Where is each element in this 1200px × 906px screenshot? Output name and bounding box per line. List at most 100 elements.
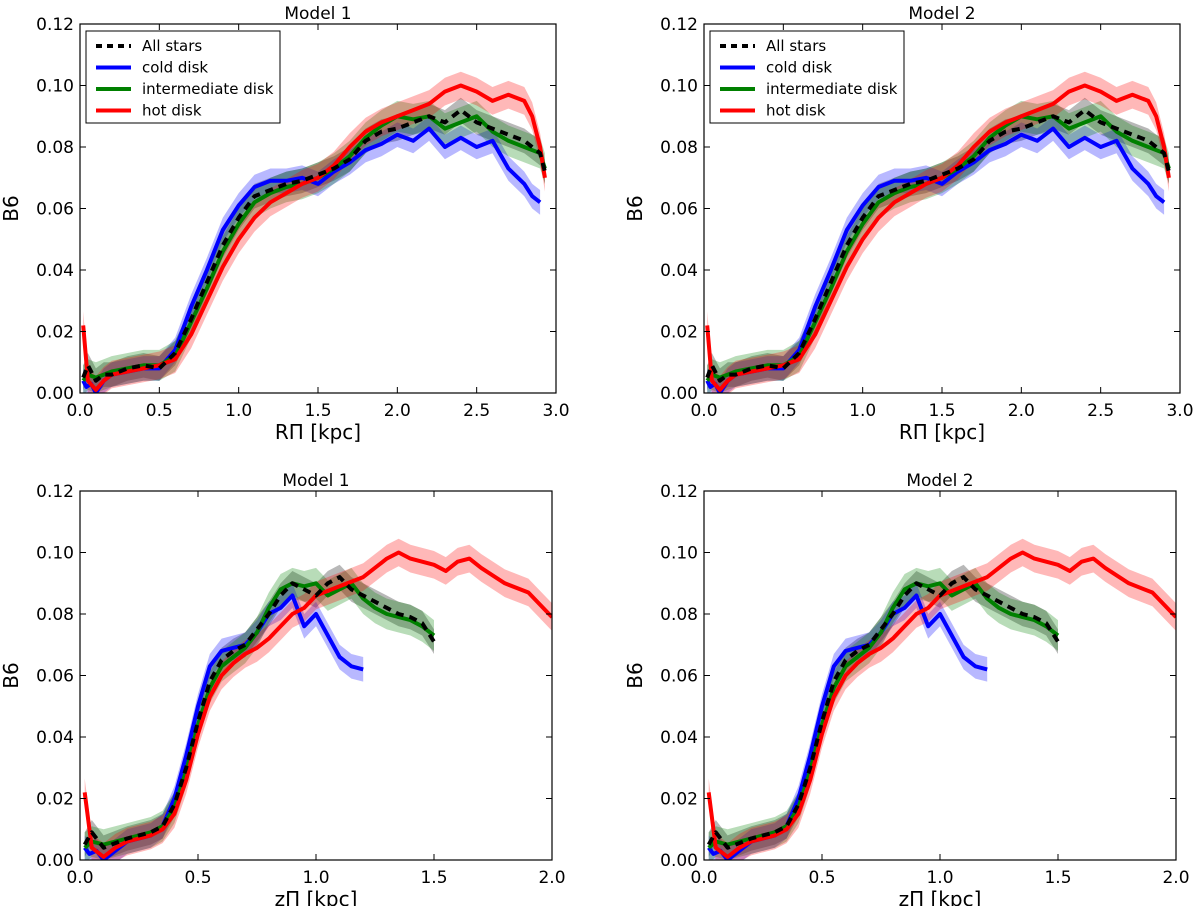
plot-frame	[79, 23, 557, 394]
data-point-intermediate	[1010, 613, 1012, 615]
data-point-all	[190, 318, 192, 320]
y-tick-label: 0.02	[660, 323, 698, 343]
data-point-all	[797, 803, 799, 805]
data-point-all	[846, 244, 848, 246]
data-point-cold	[927, 625, 929, 627]
data-point-hot	[468, 557, 470, 559]
data-point-all	[238, 217, 240, 219]
data-point-hot	[1033, 557, 1035, 559]
data-point-cold	[338, 656, 340, 658]
x-tick-label: 2.5	[1087, 401, 1114, 421]
x-tick-label: 1.5	[1044, 868, 1071, 888]
x-tick-label: 0.5	[770, 401, 797, 421]
series-line-all	[81, 108, 547, 383]
data-point-cold	[539, 201, 541, 203]
data-point-hot	[1104, 567, 1106, 569]
data-point-cold	[962, 656, 964, 658]
data-point-hot	[941, 177, 943, 179]
data-point-cold	[380, 143, 382, 145]
data-point-all	[491, 127, 493, 129]
data-point-cold	[315, 613, 317, 615]
data-point-cold	[253, 186, 255, 188]
data-point-hot	[206, 300, 208, 302]
data-point-hot	[531, 115, 533, 117]
x-axis-label: RΠ [kpc]	[275, 420, 361, 444]
data-point-cold	[939, 613, 941, 615]
data-point-all	[197, 720, 199, 722]
data-point-all	[925, 180, 927, 182]
data-point-hot	[846, 266, 848, 268]
data-point-hot	[544, 177, 546, 179]
data-point-hot	[409, 557, 411, 559]
data-point-all	[333, 167, 335, 169]
x-tick-label: 2.0	[1162, 868, 1189, 888]
x-tick-label: 1.0	[926, 868, 953, 888]
y-tick-label: 0.02	[36, 323, 74, 343]
data-point-all	[782, 367, 784, 369]
data-point-cold	[460, 137, 462, 139]
data-point-hot	[862, 238, 864, 240]
data-point-all	[111, 373, 113, 375]
data-point-hot	[988, 130, 990, 132]
series-line-hot	[81, 83, 547, 392]
legend-label-hot: hot disk	[766, 102, 826, 120]
data-point-all	[766, 364, 768, 366]
data-point-cold	[1068, 146, 1070, 148]
data-point-hot	[317, 177, 319, 179]
data-point-hot	[412, 109, 414, 111]
data-point-cold	[893, 180, 895, 182]
data-point-hot	[1004, 121, 1006, 123]
data-point-all	[460, 109, 462, 111]
data-point-hot	[84, 791, 86, 793]
y-tick-label: 0.02	[36, 790, 74, 810]
data-point-hot	[986, 576, 988, 578]
y-tick-label: 0.04	[660, 728, 698, 748]
plot-frame	[79, 490, 553, 861]
data-point-cold	[206, 269, 208, 271]
y-axis-label: B6	[623, 195, 647, 221]
data-point-intermediate	[830, 287, 832, 289]
data-point-hot	[1168, 177, 1170, 179]
data-point-cold	[1036, 140, 1038, 142]
data-point-hot	[909, 192, 911, 194]
data-point-intermediate	[507, 140, 509, 142]
data-point-cold	[951, 634, 953, 636]
data-point-intermediate	[927, 585, 929, 587]
data-point-cold	[523, 183, 525, 185]
data-point-cold	[712, 853, 714, 855]
data-point-intermediate	[1084, 121, 1086, 123]
x-axis-label: zΠ [kpc]	[899, 887, 982, 906]
data-point-hot	[527, 591, 529, 593]
data-point-cold	[269, 180, 271, 182]
y-tick-label: 0.04	[660, 261, 698, 281]
x-tick-label: 3.0	[542, 401, 569, 421]
data-point-hot	[232, 662, 234, 664]
data-point-hot	[433, 564, 435, 566]
data-point-all	[315, 594, 317, 596]
data-point-all	[269, 189, 271, 191]
data-point-all	[715, 831, 717, 833]
data-point-all	[232, 650, 234, 652]
data-point-cold	[856, 647, 858, 649]
data-point-intermediate	[939, 582, 941, 584]
data-point-all	[82, 376, 84, 378]
data-point-hot	[797, 813, 799, 815]
data-point-cold	[88, 853, 90, 855]
data-point-hot	[1021, 551, 1023, 553]
data-point-intermediate	[279, 588, 281, 590]
data-point-all	[185, 767, 187, 769]
data-point-intermediate	[268, 607, 270, 609]
data-point-intermediate	[862, 223, 864, 225]
x-tick-label: 1.5	[420, 868, 447, 888]
data-point-hot	[1084, 84, 1086, 86]
data-point-hot	[1147, 100, 1149, 102]
data-point-hot	[303, 607, 305, 609]
data-point-intermediate	[892, 607, 894, 609]
data-point-hot	[1128, 582, 1130, 584]
data-point-hot	[809, 779, 811, 781]
data-point-cold	[1052, 127, 1054, 129]
data-point-cold	[350, 665, 352, 667]
data-point-all	[507, 134, 509, 136]
data-point-cold	[220, 650, 222, 652]
series-line-intermediate	[707, 581, 1060, 850]
